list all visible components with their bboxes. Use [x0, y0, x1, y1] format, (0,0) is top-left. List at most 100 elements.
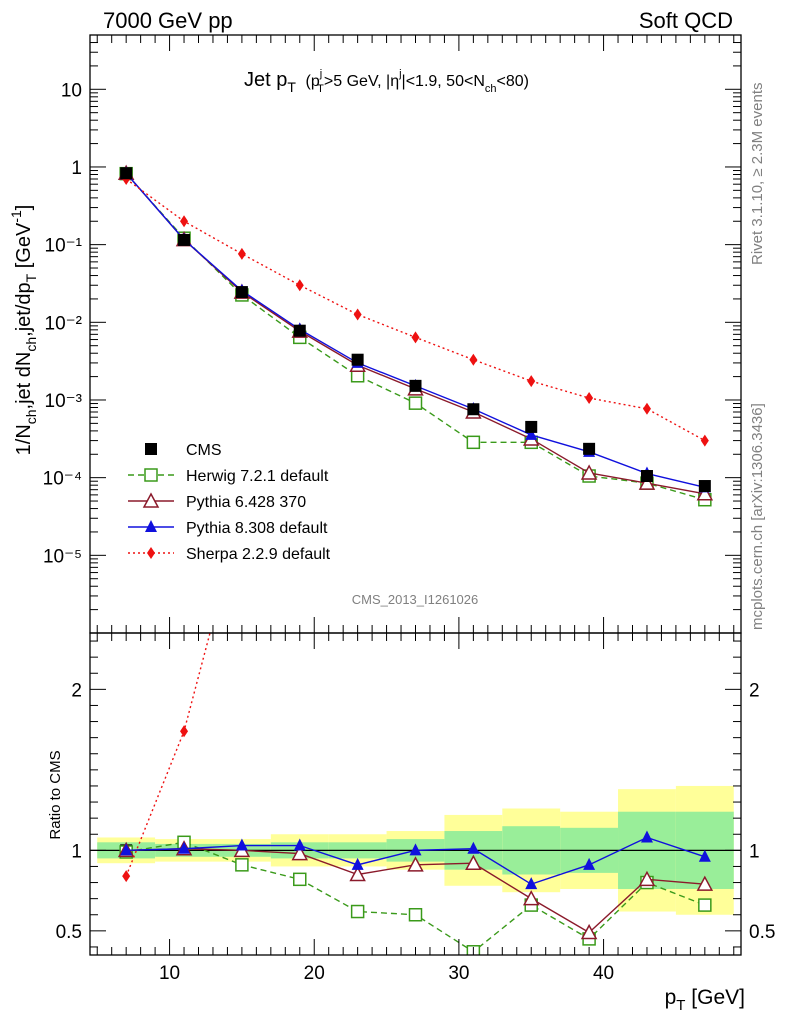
data-point	[291, 844, 309, 861]
data-point	[178, 841, 191, 854]
data-point	[467, 841, 480, 854]
data-point	[466, 435, 481, 450]
data-point	[698, 849, 711, 862]
y-tick-label: 1	[71, 841, 82, 862]
x-tick-label: 10	[159, 963, 180, 984]
title-cond-rest1: >5 GeV, |η	[324, 73, 399, 90]
data-point	[638, 474, 656, 490]
source-label: mcplots.cern.ch [arXiv:1306.3436]	[749, 403, 766, 630]
title-cond-rest1-sup: j	[398, 68, 401, 80]
legend-label: CMS	[186, 442, 222, 459]
ratio-panel: 10 20 30 40 0.5 0.5 1 1 2 2	[56, 281, 775, 984]
data-point	[585, 392, 594, 405]
legend: CMS Herwig 7.2.1 default Pythia 6.428 370 P…	[128, 442, 331, 563]
data-point	[409, 379, 422, 392]
data-point	[640, 470, 653, 483]
title-cond-sup: j	[319, 68, 322, 80]
main-y-axis-label: 1/Nch,jet dNch,jet/dpT [GeV-1]	[8, 205, 39, 456]
data-point	[293, 324, 306, 337]
y-tick-label: 10⁻²	[45, 313, 83, 334]
data-point	[235, 838, 248, 851]
data-point	[525, 877, 538, 890]
ratio-series	[122, 281, 709, 883]
y-tick-label: 10⁻⁵	[43, 546, 82, 567]
data-point	[638, 870, 656, 887]
y-tick-label: 2	[71, 680, 82, 701]
data-point	[585, 281, 593, 293]
data-point	[293, 872, 307, 887]
legend-marker	[144, 468, 158, 482]
legend-marker	[145, 520, 157, 532]
data-point	[235, 858, 249, 872]
legend-marker	[145, 443, 157, 455]
y-tick-label: 1	[749, 841, 760, 862]
data-point	[469, 353, 478, 366]
data-point	[527, 375, 536, 388]
y-tick-label: 0.5	[749, 922, 775, 943]
data-point	[351, 353, 364, 366]
ratio-y-axis-label: Ratio to CMS	[47, 750, 64, 839]
data-point	[409, 843, 422, 856]
y-tick-label: 10⁻⁴	[43, 469, 82, 490]
data-point	[698, 480, 711, 493]
data-point	[353, 308, 362, 321]
data-point	[696, 875, 714, 891]
data-point	[469, 313, 477, 325]
x-tick-label: 40	[593, 963, 614, 984]
data-point	[122, 870, 131, 883]
data-point	[350, 904, 365, 919]
data-point	[178, 233, 191, 246]
header-left: 7000 GeV pp	[103, 8, 233, 33]
data-point	[351, 857, 364, 870]
series-line	[125, 172, 705, 489]
data-point	[408, 396, 423, 410]
legend-label: Sherpa 2.2.9 default	[186, 546, 331, 563]
legend-marker	[147, 547, 155, 559]
ratio-axes: 10 20 30 40 0.5 0.5 1 1 2 2	[56, 632, 775, 984]
data-point	[522, 890, 540, 906]
data-point	[407, 856, 424, 872]
x-tick-label: 20	[304, 963, 325, 984]
data-point	[349, 865, 366, 882]
y-tick-label: 10⁻³	[45, 391, 83, 412]
x-tick-label: 30	[448, 963, 469, 984]
data-point	[580, 464, 598, 480]
legend-label: Pythia 8.308 default	[186, 520, 328, 537]
main-axes: 10⁻⁵ 10⁻⁴ 10⁻³ 10⁻² 10⁻¹ 1 10	[43, 34, 742, 634]
data-point	[408, 908, 423, 922]
ratio-series	[120, 830, 711, 890]
data-point	[580, 923, 598, 940]
chart-title: Jet pT (pj T>5 GeV, |ηj|<1.9, 50<Nch<80)	[244, 68, 529, 97]
data-point	[640, 830, 653, 843]
title-cond-rest2-sub: ch	[485, 83, 497, 95]
data-point	[120, 843, 133, 856]
main-panel: 10⁻⁵ 10⁻⁴ 10⁻³ 10⁻² 10⁻¹ 1 10 CMS_2013_I126102…	[43, 34, 742, 634]
data-point	[180, 215, 189, 228]
data-point	[701, 394, 709, 406]
data-point	[237, 247, 246, 260]
rivet-version-label: Rivet 3.1.10, ≥ 2.3M events	[749, 83, 766, 266]
data-point	[525, 420, 538, 433]
data-point	[354, 394, 362, 406]
legend-label: Herwig 7.2.1 default	[186, 468, 329, 485]
title-cond-rest2: |<1.9, 50<N	[402, 73, 485, 90]
title-main-sub: T	[287, 79, 296, 95]
y-tick-label: 1	[71, 158, 82, 179]
y-tick-label: 10⁻¹	[45, 236, 83, 257]
y-tick-label: 2	[749, 680, 760, 701]
data-point	[642, 402, 651, 415]
data-point	[467, 403, 480, 416]
data-point	[696, 485, 714, 501]
title-cond-rest3: <80)	[497, 73, 529, 90]
main-series-layer	[117, 164, 714, 507]
data-point	[296, 394, 304, 406]
series-line	[125, 633, 211, 877]
data-point	[525, 427, 538, 440]
data-point	[465, 854, 482, 870]
y-tick-label: 0.5	[56, 922, 82, 943]
data-point	[235, 286, 248, 299]
legend-marker	[142, 492, 160, 508]
data-point	[293, 838, 306, 851]
svg-text:1/Nch,jet dNch,jet/dpT [GeV-1]: 1/Nch,jet dNch,jet/dpT [GeV-1]	[8, 205, 39, 456]
